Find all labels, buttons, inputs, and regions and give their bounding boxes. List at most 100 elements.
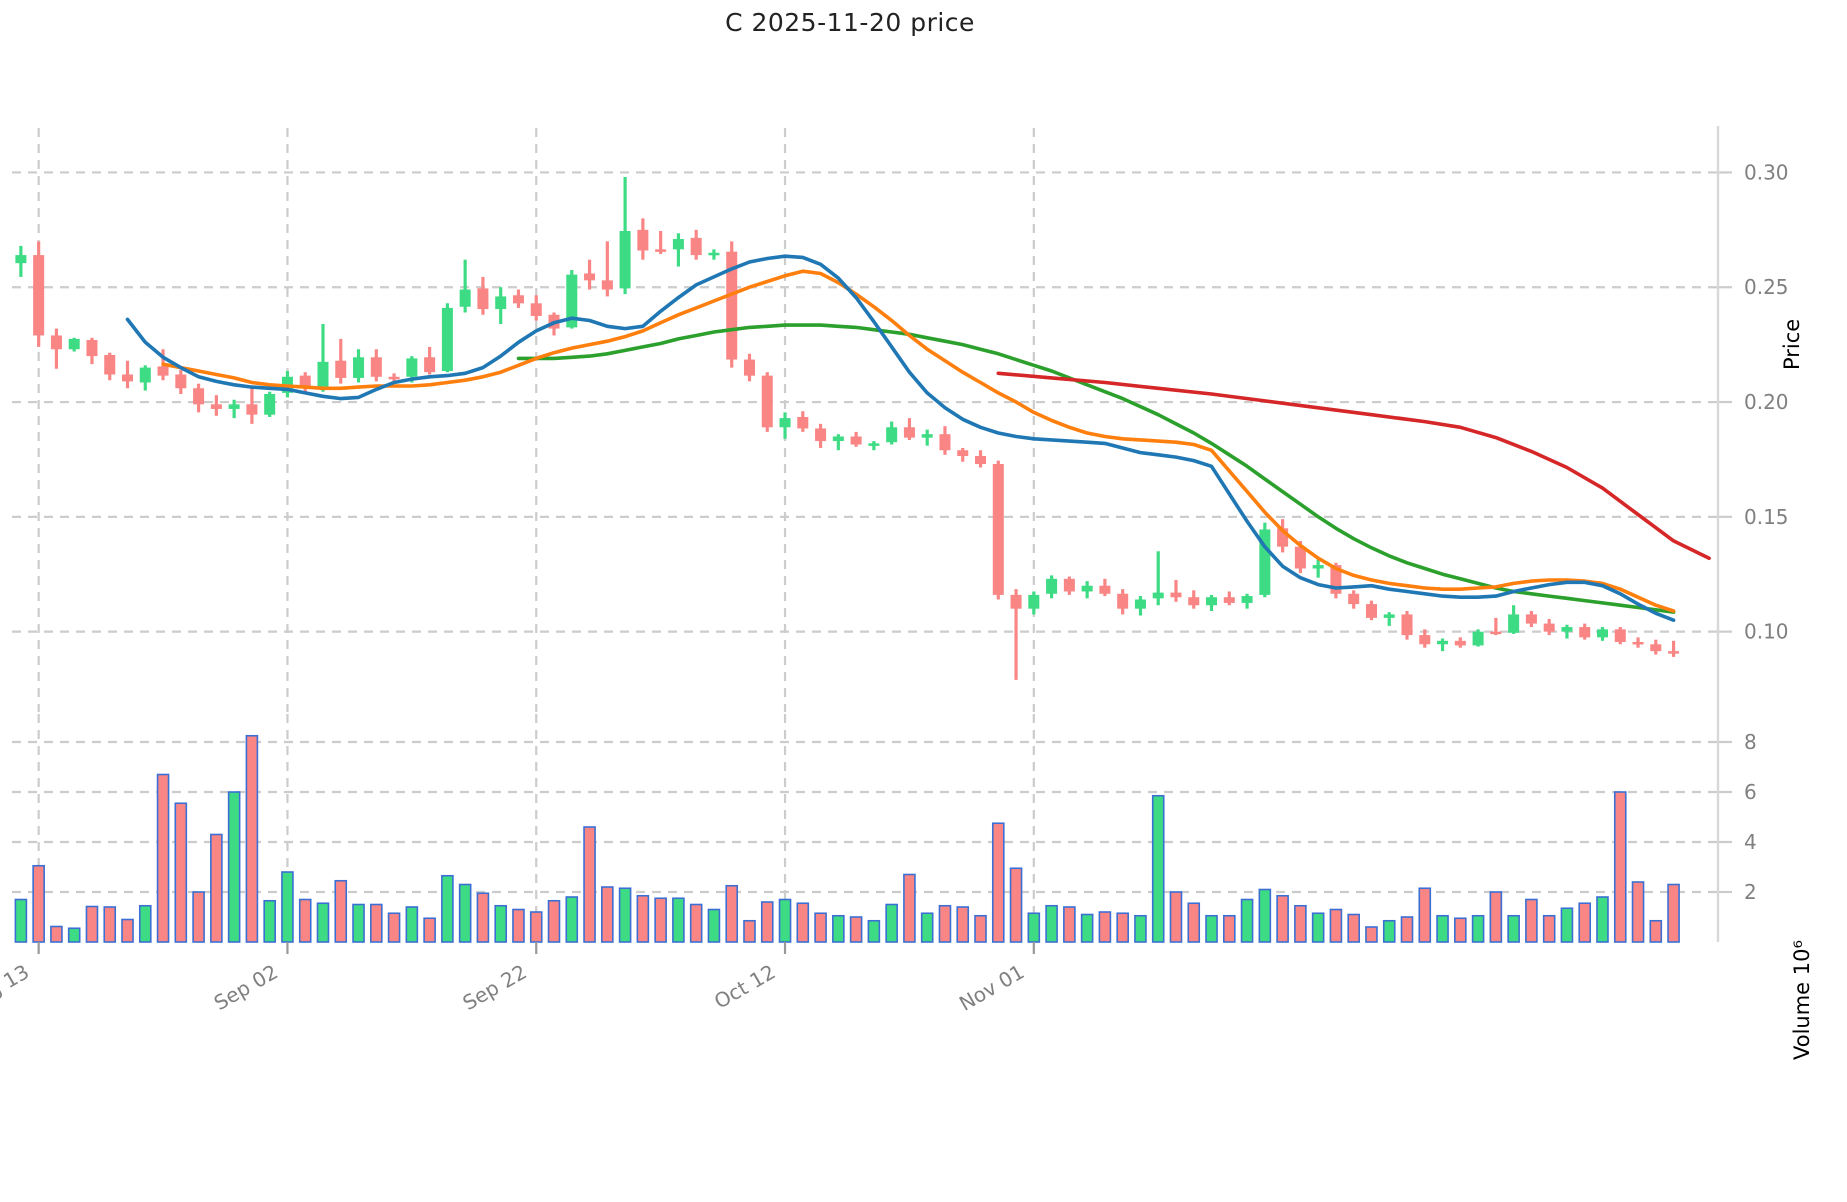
volume-bar <box>1507 914 1520 943</box>
volume-bar <box>1134 914 1147 943</box>
candle-body <box>761 375 773 428</box>
volume-bar <box>529 911 543 943</box>
volume-bar <box>1311 912 1325 943</box>
candle-body <box>335 360 347 378</box>
volume-bar <box>1187 902 1201 943</box>
volume-bar <box>974 914 987 943</box>
candle-body <box>1028 594 1040 609</box>
volume-bar <box>369 903 383 943</box>
candle-body <box>299 375 311 389</box>
volume-bar <box>1471 914 1485 943</box>
volume-bar <box>832 914 845 943</box>
candle-body <box>975 455 987 465</box>
candle-body <box>1348 593 1360 605</box>
volume-bar <box>352 903 365 943</box>
candle-body <box>903 427 915 438</box>
price-tick-label: 0.10 <box>1744 620 1789 644</box>
volume-bar <box>263 899 276 943</box>
volume-bar <box>281 871 294 943</box>
volume-bar <box>174 802 188 943</box>
candle-body <box>1081 585 1093 592</box>
candle-body <box>1063 578 1075 592</box>
candle-body <box>459 289 471 307</box>
candle-body <box>1277 528 1289 547</box>
candle-body <box>619 230 631 289</box>
x-tick-label: Nov 01 <box>955 960 1028 1016</box>
volume-bar <box>1649 919 1663 943</box>
candle-body <box>210 404 222 409</box>
volume-bar <box>227 791 241 943</box>
price-panel <box>15 177 1680 680</box>
candle-body <box>868 443 880 446</box>
volume-bar <box>192 891 205 943</box>
volume-bar <box>494 904 508 943</box>
ma-long-line <box>516 323 1676 614</box>
volume-bar <box>1027 912 1041 943</box>
candle-body <box>406 358 418 377</box>
volume-bar <box>1400 916 1414 943</box>
candle-body <box>104 354 116 375</box>
volume-bar <box>1222 914 1236 943</box>
candle-body <box>1170 592 1182 598</box>
x-tick-label: Sep 02 <box>210 960 282 1016</box>
grid-layer <box>12 128 1718 942</box>
volume-bar <box>1258 888 1272 943</box>
price-tick-label: 0.20 <box>1744 390 1789 414</box>
volume-bar <box>67 927 81 943</box>
volume-bar <box>1418 887 1432 943</box>
candle-body <box>672 239 684 250</box>
candle-body <box>50 335 62 350</box>
price-tick-label: 0.30 <box>1744 160 1789 184</box>
candle-body <box>1010 594 1022 609</box>
volume-bar <box>138 904 152 943</box>
candle-body <box>246 404 258 415</box>
volume-bar <box>707 908 721 943</box>
price-tick-label: 0.15 <box>1744 505 1789 529</box>
volume-bar <box>1596 896 1609 943</box>
volume-tick-label: 4 <box>1744 830 1757 854</box>
volume-bar <box>512 908 525 943</box>
candle-body <box>424 357 436 373</box>
volume-bar <box>1489 891 1503 943</box>
candle-body <box>655 249 667 252</box>
candle-body <box>495 296 507 310</box>
volume-bar <box>583 826 596 943</box>
volume-bar <box>903 873 916 943</box>
candle-body <box>1454 640 1466 646</box>
volume-bar <box>1294 904 1307 943</box>
candle-body <box>139 367 151 383</box>
candle-body <box>1223 597 1235 603</box>
volume-axis-title: Volume 10⁶ <box>1790 940 1814 1060</box>
candle-body <box>637 229 649 251</box>
volume-bar <box>156 773 170 943</box>
volume-bar <box>50 925 63 943</box>
volume-bar <box>85 905 99 943</box>
volume-bar <box>636 894 650 943</box>
volume-bar <box>565 896 579 943</box>
candle-body <box>1152 592 1164 599</box>
x-tick-label: Sep 22 <box>459 960 531 1016</box>
volume-bar <box>423 917 436 943</box>
candle-body <box>992 464 1004 595</box>
candle-body <box>530 303 542 316</box>
volume-tick-label: 2 <box>1744 880 1757 904</box>
volume-bar <box>476 892 490 943</box>
volume-bar <box>1080 913 1094 943</box>
volume-bar <box>867 919 881 943</box>
candle-body <box>1596 629 1608 638</box>
candle-body <box>779 418 791 428</box>
axis-layer: 0.30 0.25 0.20 0.15 0.10 8 6 4 2 Aug 13 Sep 02 Sep … <box>0 126 1789 1016</box>
volume-bar <box>1578 902 1592 943</box>
volume-bar <box>814 912 827 943</box>
candle-body <box>708 252 720 256</box>
price-tick-label: 0.25 <box>1744 275 1789 299</box>
candle-body <box>1312 565 1324 569</box>
candle-body <box>832 436 844 442</box>
volume-bar <box>725 884 739 943</box>
candle-body <box>228 404 240 409</box>
ma-mid-line <box>161 269 1676 613</box>
volume-bar <box>938 904 952 943</box>
volume-bar <box>885 903 898 943</box>
